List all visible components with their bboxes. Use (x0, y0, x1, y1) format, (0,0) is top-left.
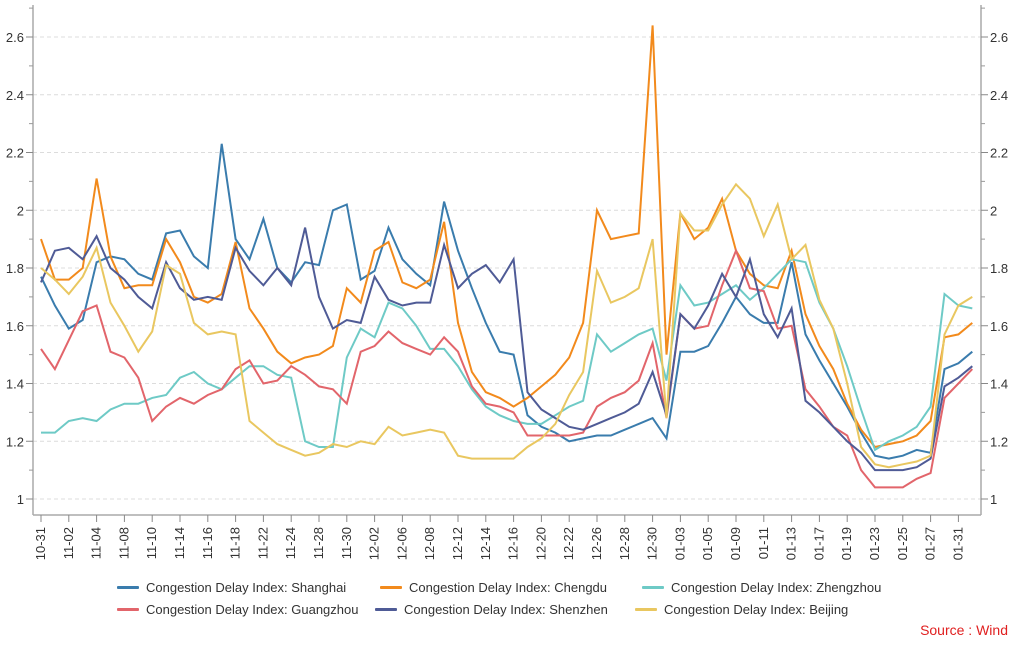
x-tick-label: 12-06 (394, 527, 409, 560)
y-tick-label-left: 2.6 (6, 30, 24, 45)
x-tick-label: 01-09 (728, 527, 743, 560)
x-tick-label: 01-03 (672, 527, 687, 560)
y-axis-right: 1 1.2 1.4 1.6 1.8 2 2.2 2.4 2.6 (981, 7, 1008, 507)
y-tick-label-left: 2.2 (6, 146, 24, 161)
x-tick-label: 01-25 (895, 527, 910, 560)
series-line-shanghai (40, 143, 973, 460)
x-tick-label: 11-04 (89, 527, 104, 559)
y-tick-label-left: 2.4 (6, 88, 24, 103)
legend-item-shenzhen[interactable]: Congestion Delay Index: Shenzhen (375, 602, 608, 617)
legend-item-beijing[interactable]: Congestion Delay Index: Beijing (635, 602, 848, 617)
x-tick-label: 11-28 (311, 527, 326, 559)
y-tick-label-left: 1.8 (6, 261, 24, 276)
legend-swatch-beijing (635, 608, 657, 611)
legend-item-zhengzhou[interactable]: Congestion Delay Index: Zhengzhou (642, 580, 881, 595)
series-line-guangzhou (40, 247, 974, 489)
x-tick-label: 11-24 (283, 527, 298, 559)
x-tick-label: 01-31 (950, 527, 965, 560)
x-tick-label: 12-16 (506, 527, 521, 560)
y-tick-label-right: 1.2 (990, 434, 1008, 449)
x-tick-label: 11-30 (339, 527, 354, 559)
x-tick-label: 11-10 (144, 527, 159, 559)
y-axis-left: 1 1.2 1.4 1.6 1.8 2 2.2 2.4 2.6 (6, 7, 33, 507)
x-tick-label: 12-30 (645, 527, 660, 560)
x-tick-label: 12-28 (617, 527, 632, 560)
legend-item-guangzhou[interactable]: Congestion Delay Index: Guangzhou (117, 602, 358, 617)
x-tick-label: 11-02 (61, 527, 76, 559)
x-tick-label: 12-26 (589, 527, 604, 560)
y-tick-label-left: 1.2 (6, 434, 24, 449)
y-tick-label-right: 2.6 (990, 30, 1008, 45)
legend-item-shanghai[interactable]: Congestion Delay Index: Shanghai (117, 580, 346, 595)
x-tick-label: 12-02 (367, 527, 382, 560)
x-tick-label: 01-05 (700, 527, 715, 560)
y-tick-label-right: 1.4 (990, 377, 1008, 392)
y-tick-label-left: 1.4 (6, 377, 24, 392)
legend-swatch-chengdu (380, 586, 402, 589)
series-line-zhengzhou (41, 258, 973, 452)
series-line-chengdu (40, 25, 973, 449)
series-line-beijing (40, 182, 973, 469)
legend-swatch-zhengzhou (642, 586, 664, 589)
y-tick-label-right: 1.8 (990, 261, 1008, 276)
legend-item-chengdu[interactable]: Congestion Delay Index: Chengdu (380, 580, 607, 595)
x-tick-label: 01-23 (867, 527, 882, 560)
x-tick-label: 11-18 (228, 527, 243, 559)
x-tick-label: 12-14 (478, 527, 493, 560)
x-tick-label: 01-13 (784, 527, 799, 560)
y-tick-label-left: 1 (17, 492, 24, 507)
x-tick-label: 12-20 (533, 527, 548, 560)
legend-swatch-guangzhou (117, 608, 139, 611)
legend-swatch-shanghai (117, 586, 139, 589)
legend-label: Congestion Delay Index: Zhengzhou (671, 580, 882, 595)
y-tick-label-right: 1 (990, 492, 997, 507)
x-tick-label: 11-08 (116, 527, 131, 559)
legend-swatch-shenzhen (375, 608, 397, 611)
source-note: Source : Wind (920, 622, 1008, 638)
x-tick-label: 01-27 (923, 527, 938, 560)
x-tick-label: 11-22 (255, 527, 270, 559)
y-tick-label-right: 2 (990, 203, 997, 218)
legend-label: Congestion Delay Index: Shenzhen (404, 602, 608, 617)
y-tick-label-right: 1.6 (990, 319, 1008, 334)
y-tick-label-left: 2 (17, 203, 24, 218)
x-tick-label: 01-11 (756, 527, 771, 559)
series-line-shenzhen (40, 227, 973, 472)
series-lines (40, 25, 974, 489)
y-tick-label-left: 1.6 (6, 319, 24, 334)
x-tick-label: 01-17 (811, 527, 826, 560)
legend-label: Congestion Delay Index: Guangzhou (146, 602, 359, 617)
x-tick-label: 11-14 (172, 527, 187, 559)
y-tick-label-right: 2.4 (990, 88, 1008, 103)
x-tick-label: 01-19 (839, 527, 854, 560)
x-tick-label: 11-16 (200, 527, 215, 559)
legend-label: Congestion Delay Index: Chengdu (409, 580, 608, 595)
x-axis: 10-31 11-02 11-04 11-08 11-10 11-14 11-16 11-18… (33, 515, 965, 560)
x-tick-label: 12-08 (422, 527, 437, 560)
x-tick-label: 12-22 (561, 527, 576, 560)
x-tick-label: 12-12 (450, 527, 465, 560)
axes (32, 5, 982, 516)
x-tick-label: 10-31 (33, 527, 48, 560)
legend-label: Congestion Delay Index: Shanghai (146, 580, 347, 595)
y-tick-label-right: 2.2 (990, 146, 1008, 161)
legend-label: Congestion Delay Index: Beijing (664, 602, 849, 617)
